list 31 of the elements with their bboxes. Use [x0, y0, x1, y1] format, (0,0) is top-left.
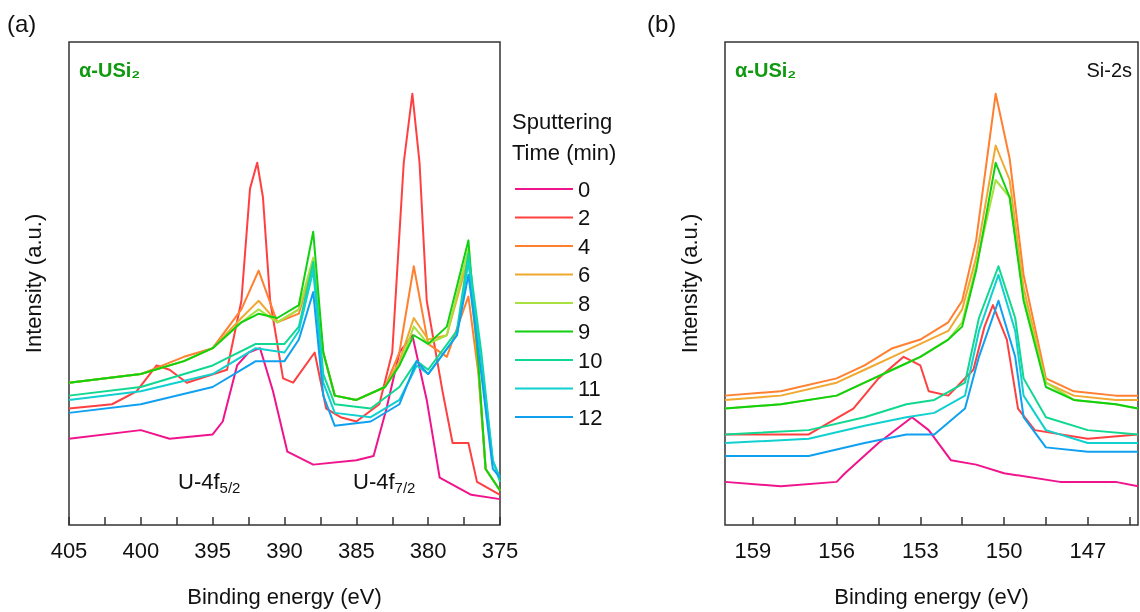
legend-label: 6	[578, 262, 591, 287]
text: α-USi₂	[735, 59, 797, 81]
x-tick-label: 147	[1069, 537, 1107, 563]
x-tick-label: 375	[481, 537, 519, 563]
x-tick-label: 390	[266, 537, 303, 563]
x-tick-label: 395	[194, 537, 232, 563]
legend-label: 12	[578, 404, 603, 430]
y-axis-title: Intensity (a.u.)	[676, 213, 702, 354]
x-axis-title: Binding energy (eV)	[187, 583, 382, 609]
legend-label: 8	[578, 290, 591, 316]
legend-title: Sputtering Time (min)	[512, 109, 619, 165]
x-tick-label: 380	[409, 537, 447, 563]
legend-label: 10	[578, 347, 603, 373]
chart-title: (a)	[7, 9, 37, 37]
x-tick-label: 150	[985, 537, 1023, 563]
legend-label: 2	[578, 205, 591, 230]
legend-label: 9	[578, 319, 591, 344]
chart-title: (b)	[647, 9, 677, 37]
legend-label: 0	[578, 176, 591, 202]
text: α-USi₂	[79, 59, 141, 81]
x-tick-label: 400	[122, 537, 160, 563]
x-tick-label: 405	[50, 537, 88, 563]
x-tick-label: 153	[901, 537, 939, 563]
legend-label: 4	[578, 233, 591, 259]
y-axis-title: Intensity (a.u.)	[20, 213, 46, 354]
x-tick-label: 156	[818, 537, 855, 563]
x-axis-title: Binding energy (eV)	[834, 583, 1029, 609]
text: Si-2s	[1086, 59, 1133, 81]
x-tick-label: 159	[734, 537, 772, 563]
x-tick-label: 385	[337, 537, 375, 563]
legend-label: 11	[578, 376, 601, 401]
